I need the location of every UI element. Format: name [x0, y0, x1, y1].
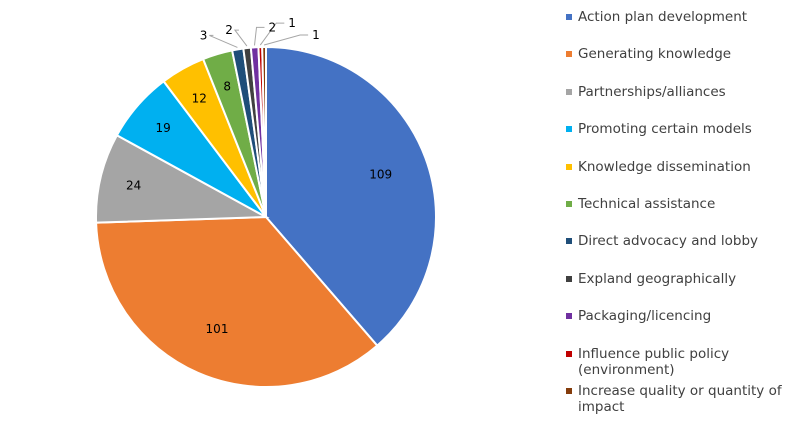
legend-swatch	[566, 126, 572, 133]
data-label-promoting-certain-models: 19	[155, 121, 170, 135]
legend-label: Knowledge dissemination	[578, 158, 751, 175]
legend-swatch	[566, 51, 572, 58]
legend-label: Packaging/licencing	[578, 308, 712, 325]
legend-swatch	[566, 387, 572, 394]
legend-item-generating-knowledge: Generating knowledge	[566, 46, 798, 83]
legend-item-partnerships-alliances: Partnerships/alliances	[566, 84, 798, 121]
legend-swatch	[566, 163, 572, 170]
data-label-action-plan-development: 109	[369, 167, 392, 181]
legend-label: Partnerships/alliances	[578, 83, 726, 100]
legend-swatch	[566, 14, 572, 20]
legend-item-increase-quality-or-quantity-of-impact: Increase quality or quantity of impact	[566, 383, 798, 420]
data-label-increase-quality-or-quantity-of-impact: 1	[312, 28, 320, 42]
legend-swatch	[566, 200, 572, 207]
legend-item-direct-advocacy-and-lobby: Direct advocacy and lobby	[566, 233, 798, 270]
data-label-partnerships-alliances: 24	[126, 179, 141, 193]
legend-label: Direct advocacy and lobby	[578, 233, 759, 250]
leader-lines	[209, 22, 309, 48]
slice-generating-knowledge	[95, 215, 379, 388]
data-label-knowledge-dissemination: 12	[192, 92, 207, 106]
legend-item-expland-geographically: Expland geographically	[566, 271, 798, 308]
data-label-influence-public-policy-environment: 1	[288, 16, 296, 30]
legend-item-promoting-certain-models: Promoting certain models	[566, 121, 798, 158]
legend-item-packaging-licencing: Packaging/licencing	[566, 308, 798, 345]
legend-item-action-plan-development: Action plan development	[566, 9, 798, 46]
legend-item-technical-assistance: Technical assistance	[566, 196, 798, 233]
chart-legend: Action plan development Generating knowle…	[566, 9, 798, 420]
leader-line-influence-public-policy-environment	[259, 22, 285, 46]
data-label-packaging-licencing: 2	[269, 20, 277, 34]
legend-swatch	[566, 238, 572, 245]
leader-line-packaging-licencing	[254, 26, 265, 46]
data-label-direct-advocacy-and-lobby: 3	[200, 28, 208, 42]
legend-label: Influence public policy (environment)	[578, 345, 730, 378]
legend-swatch	[566, 313, 572, 320]
leader-line-expland-geographically	[233, 29, 248, 47]
legend-label: Expland geographically	[578, 270, 737, 287]
legend-label: Generating knowledge	[578, 46, 732, 63]
legend-swatch	[566, 275, 572, 282]
slice-action-plan-development	[265, 45, 437, 348]
slice-partnerships-alliances	[95, 133, 270, 224]
legend-label: Increase quality or quantity of impact	[578, 382, 782, 415]
legend-swatch	[566, 88, 572, 95]
data-label-expland-geographically: 2	[225, 23, 233, 37]
leader-line-direct-advocacy-and-lobby	[209, 34, 238, 48]
leader-line-increase-quality-or-quantity-of-impact	[263, 34, 309, 46]
data-label-generating-knowledge: 101	[206, 322, 229, 336]
legend-item-influence-public-policy-environment: Influence public policy (environment)	[566, 346, 798, 383]
legend-swatch	[566, 350, 572, 357]
legend-label: Action plan development	[578, 9, 748, 25]
legend-item-knowledge-dissemination: Knowledge dissemination	[566, 159, 798, 196]
pie-slices	[95, 45, 437, 388]
legend-label: Promoting certain models	[578, 121, 752, 138]
legend-label: Technical assistance	[578, 195, 716, 212]
data-label-technical-assistance: 8	[223, 80, 231, 94]
slice-increase-quality-or-quantity-of-impact	[261, 45, 267, 218]
